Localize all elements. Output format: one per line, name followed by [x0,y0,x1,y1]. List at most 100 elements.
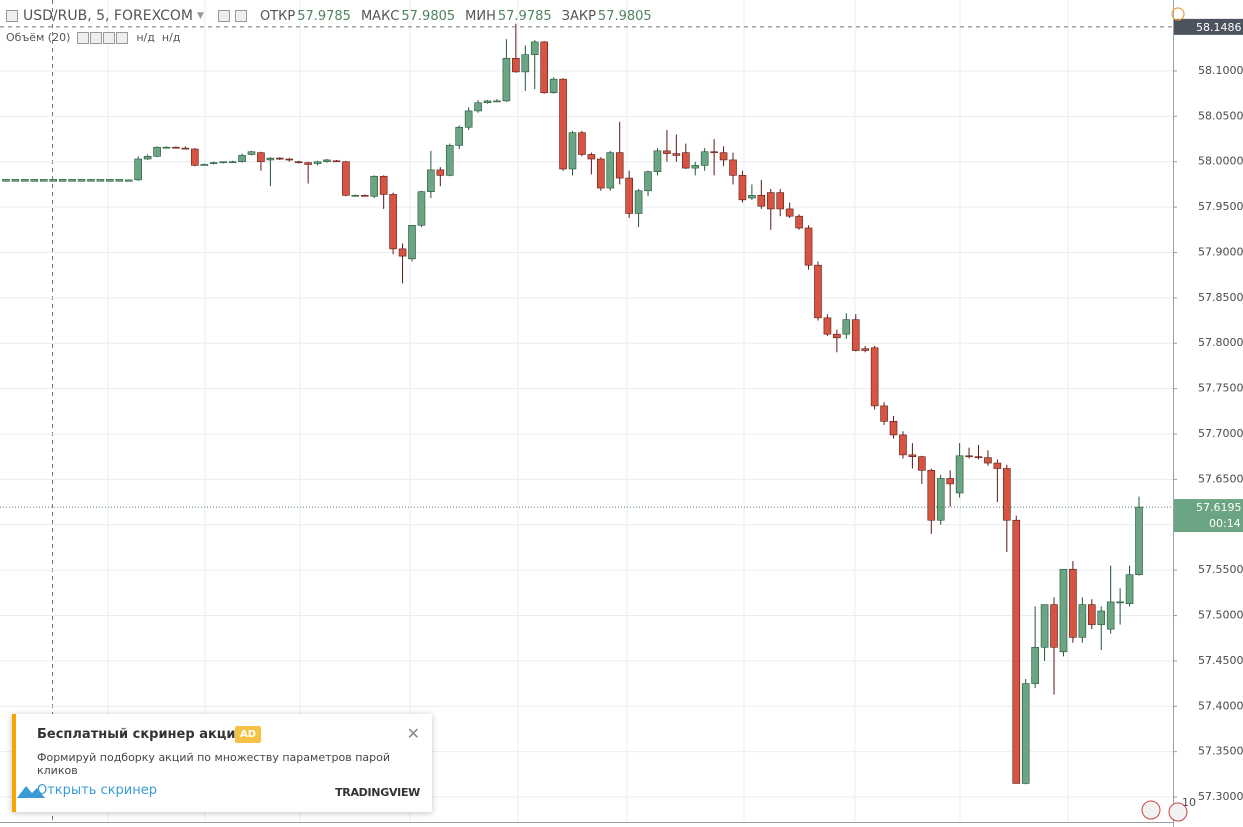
crosshair-price-label: 58.1486 [1196,21,1242,34]
candle-body [559,78,567,170]
ohlc-legend: ОТКР 57.9785 МАКС 57.9805 МИН 57.9785 ЗАКР 57.9… [252,9,652,24]
candle-body [162,146,171,149]
candle-body [1087,604,1096,625]
settings-icon[interactable] [234,10,247,22]
candle-body [644,171,652,192]
candle-body [851,319,860,351]
candle-body [370,175,379,197]
candle-body [445,145,454,176]
ad-link[interactable]: Открыть скринер [37,783,157,798]
y-tick-label: 58.0500 [1198,109,1243,122]
candle-body [30,179,39,182]
candle-body [634,190,643,214]
y-tick-label: 57.5000 [1198,609,1243,622]
candle-body [68,179,76,182]
candle-body [342,161,350,196]
candle-body [615,152,624,179]
candle-body [1069,568,1077,638]
candle-body [389,194,397,250]
dropdown-icon[interactable]: ▼ [197,11,204,21]
candle-body [502,57,511,102]
candle-body [143,155,152,160]
legend-key: МАКС [360,8,400,24]
candle-body [436,169,445,176]
candle-body [1106,601,1115,630]
candle-body [408,224,416,260]
candle-body [304,162,312,165]
candle-body [974,456,983,458]
candle-body [124,179,133,182]
candle-body [993,462,1002,469]
y-tick-label: 57.4000 [1198,699,1243,712]
collapse-icon[interactable] [6,10,18,22]
flag-icon[interactable] [1168,802,1188,822]
ad-brand[interactable]: TRADINGVIEW [335,786,420,799]
candle-body [766,192,775,210]
candle-body [1135,506,1143,575]
y-tick-label: 57.4500 [1198,654,1243,667]
flag-icon[interactable] [1141,800,1161,820]
candle-body [530,41,539,55]
candle-body [653,150,662,173]
candle-body [672,153,681,156]
candle-body [464,110,473,128]
legend-value: 57.9785 [297,8,351,24]
candle-body [1078,604,1087,638]
candle-body [946,478,954,485]
symbol-title: USD/RUB, 5, FOREXCOM [23,8,194,24]
close-button[interactable]: ✕ [406,724,420,743]
candle-body [1021,683,1030,784]
candle-body [49,179,58,182]
candle-body [597,158,605,189]
candle-body [918,456,926,471]
brand-logo [17,786,45,798]
legend-key: ОТКР [259,8,296,24]
candle-body [965,455,973,458]
volume-value: н/д [161,31,181,44]
settings-icon[interactable] [217,10,230,22]
candle-body [1125,574,1134,605]
candle-body [238,155,246,163]
candle-body [1097,610,1106,625]
candle-body [228,161,237,164]
candle-body [11,179,20,182]
candle-body [587,154,596,160]
candle-body [842,319,851,335]
candle-body [880,405,888,422]
y-tick-label: 57.6500 [1198,472,1243,485]
candle-body [512,57,520,73]
legend-header: USD/RUB, 5, FOREXCOM ▼ ОТКР 57.9785 МАКС 57… [6,8,652,24]
y-tick-label: 58.0000 [1198,155,1243,168]
candle-body [247,151,256,155]
legend-value: 57.9785 [497,8,552,24]
candle-body [700,151,709,166]
y-tick-label: 57.9500 [1198,200,1243,213]
candle-body [719,152,728,161]
candle-body [870,347,879,407]
candle-body [181,147,190,150]
candle-body [1116,601,1124,604]
corner-label: 10 [1182,796,1196,809]
alert-icon[interactable] [1171,7,1185,21]
candle-body [814,264,822,319]
candle-body [153,146,161,157]
candle-body [313,161,322,164]
y-tick-label: 57.7500 [1198,382,1243,395]
candle-body [776,192,785,210]
candle-body [1012,519,1021,784]
volume-label: Объём (20) [6,31,71,44]
candle-body [549,78,558,94]
legend-value: 57.9805 [401,8,456,24]
candle-body [96,179,105,182]
candle-body [285,158,294,161]
candle-body [1050,604,1058,648]
candle-body [455,126,464,146]
y-tick-label: 57.8000 [1198,336,1243,349]
candle-body [21,179,29,182]
candle-body [323,159,331,163]
candle-body [908,454,917,457]
candle-body [427,169,435,192]
candle-body [483,100,492,104]
